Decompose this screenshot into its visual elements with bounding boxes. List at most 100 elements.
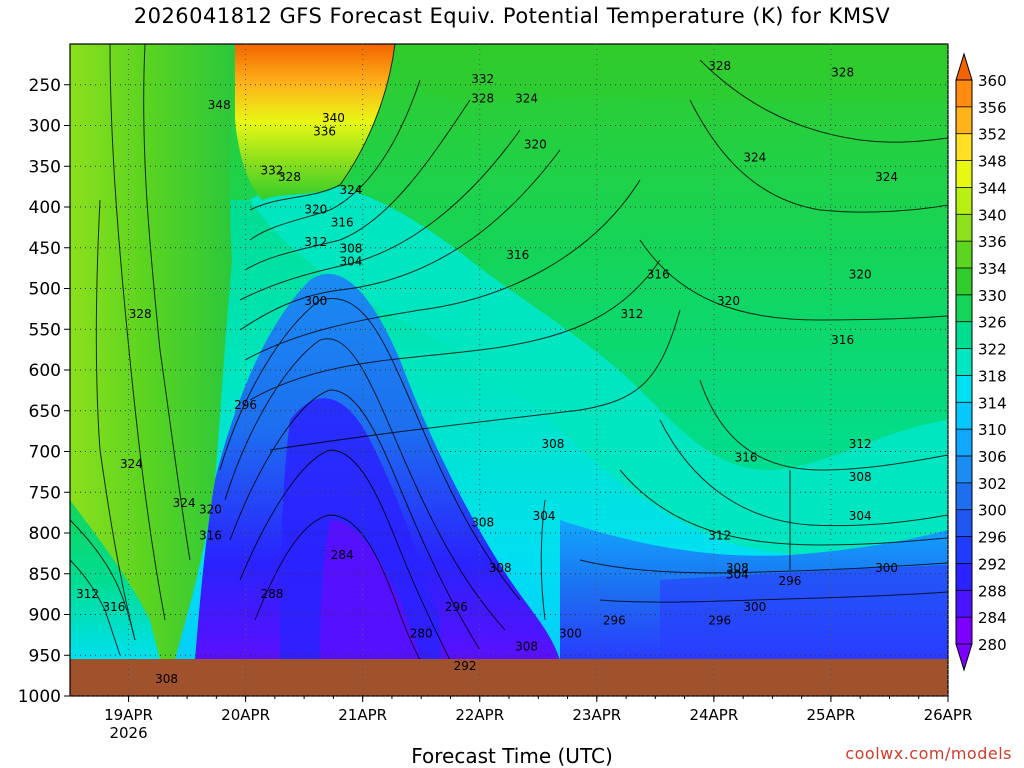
contour-label: 340 bbox=[322, 111, 345, 125]
y-tick-label: 900 bbox=[29, 606, 61, 626]
colorbar-tick-label: 284 bbox=[978, 609, 1007, 627]
colorbar-tick-label: 300 bbox=[978, 502, 1007, 520]
colorbar-swatch bbox=[956, 590, 972, 618]
x-tick-label: 20APR bbox=[221, 706, 270, 724]
contour-label: 312 bbox=[76, 587, 99, 601]
colorbar-tick-label: 340 bbox=[978, 206, 1007, 224]
colorbar: 280 284 288 292 296 300 302 306 310 314 318 322 326 3… bbox=[955, 52, 1007, 672]
y-tick-label: 650 bbox=[29, 402, 61, 422]
y-tick-label: 350 bbox=[29, 157, 61, 177]
colorbar-tick-label: 356 bbox=[978, 99, 1007, 117]
contour-label: 312 bbox=[304, 235, 327, 249]
contour-label: 312 bbox=[708, 529, 731, 543]
contour-label: 324 bbox=[515, 92, 538, 106]
contour-label: 336 bbox=[313, 124, 336, 138]
contour-label: 320 bbox=[524, 137, 547, 151]
contour-label: 324 bbox=[743, 150, 766, 164]
x-tick-label: 21APR bbox=[338, 706, 387, 724]
colorbar-swatch bbox=[956, 187, 972, 215]
colorbar-tick-label: 352 bbox=[978, 126, 1007, 144]
colorbar-tick-label: 336 bbox=[978, 233, 1007, 251]
contour-label: 324 bbox=[120, 457, 143, 471]
colorbar-swatch bbox=[956, 214, 972, 242]
contour-label: 308 bbox=[471, 515, 494, 529]
y-tick-label: 950 bbox=[29, 646, 61, 666]
x-tick-label: 26APR bbox=[924, 706, 973, 724]
contour-label: 292 bbox=[454, 659, 477, 673]
y-tick-label: 600 bbox=[29, 361, 61, 381]
contour-label: 316 bbox=[199, 529, 222, 543]
contour-label: 308 bbox=[849, 470, 872, 484]
contour-label: 308 bbox=[489, 561, 512, 575]
contour-label: 312 bbox=[620, 307, 643, 321]
colorbar-swatch bbox=[956, 348, 972, 376]
theta-e-field bbox=[70, 44, 948, 696]
contour-label: 320 bbox=[717, 294, 740, 308]
contour-label: 296 bbox=[708, 613, 731, 627]
colorbar-swatch bbox=[956, 563, 972, 591]
contour-label: 324 bbox=[173, 496, 196, 510]
colorbar-tick-label: 318 bbox=[978, 367, 1007, 385]
contour-label: 284 bbox=[331, 548, 354, 562]
colorbar-swatch bbox=[956, 456, 972, 483]
colorbar-swatch bbox=[956, 80, 972, 107]
contour-label: 328 bbox=[708, 59, 731, 73]
contour-label: 304 bbox=[340, 255, 363, 269]
contour-label: 332 bbox=[260, 163, 283, 177]
ground-surface bbox=[70, 659, 948, 696]
contour-label: 320 bbox=[849, 268, 872, 282]
colorbar-swatch bbox=[956, 536, 972, 564]
colorbar-tick-label: 330 bbox=[978, 287, 1007, 305]
y-tick-label: 550 bbox=[29, 320, 61, 340]
colorbar-tick-label: 360 bbox=[978, 72, 1007, 90]
contour-label: 328 bbox=[471, 92, 494, 106]
y-tick-label: 300 bbox=[29, 117, 61, 137]
grid-lines bbox=[70, 44, 949, 697]
y-tick-label: 250 bbox=[29, 76, 61, 96]
y-tick-label: 450 bbox=[29, 239, 61, 259]
contour-label: 280 bbox=[410, 626, 433, 640]
colorbar-swatch bbox=[956, 402, 972, 430]
colorbar-swatch bbox=[956, 509, 972, 537]
credit-link[interactable]: coolwx.com/models bbox=[845, 744, 1012, 763]
chart-title: 2026041812 GFS Forecast Equiv. Potential… bbox=[133, 4, 891, 28]
colorbar-tick-label: 302 bbox=[978, 475, 1007, 493]
contour-label: 308 bbox=[515, 639, 538, 653]
contour-label: 316 bbox=[506, 248, 529, 262]
colorbar-bottom-arrow bbox=[955, 643, 973, 672]
colorbar-swatch bbox=[956, 106, 972, 134]
contour-label: 308 bbox=[726, 561, 749, 575]
y-tick-label: 700 bbox=[29, 443, 61, 463]
contour-label: 300 bbox=[743, 600, 766, 614]
x-tick-label: 22APR bbox=[455, 706, 504, 724]
x-tick-label: 25APR bbox=[807, 706, 856, 724]
colorbar-swatch bbox=[956, 321, 972, 349]
contour-label: 308 bbox=[155, 672, 178, 686]
colorbar-tick-label: 326 bbox=[978, 314, 1007, 332]
x-tick-label: 24APR bbox=[689, 706, 738, 724]
colorbar-swatch bbox=[956, 617, 972, 644]
contour-label: 304 bbox=[533, 509, 556, 523]
colorbar-swatch bbox=[956, 268, 972, 295]
contour-label: 320 bbox=[304, 203, 327, 217]
y-tick-label: 500 bbox=[29, 280, 61, 300]
colorbar-swatch bbox=[956, 482, 972, 510]
colorbar-tick-label: 344 bbox=[978, 179, 1007, 197]
contour-label: 296 bbox=[445, 600, 468, 614]
y-tick-label: 1000 bbox=[18, 687, 61, 707]
x-tick-label: 19APR bbox=[104, 706, 153, 724]
contour-label: 316 bbox=[331, 216, 354, 230]
contour-label: 328 bbox=[278, 170, 301, 184]
y-tick-label: 850 bbox=[29, 565, 61, 585]
contour-label: 316 bbox=[735, 450, 758, 464]
colorbar-tick-label: 348 bbox=[978, 153, 1007, 171]
colorbar-tick-label: 296 bbox=[978, 529, 1007, 547]
y-tick-label: 400 bbox=[29, 198, 61, 218]
colorbar-tick-label: 310 bbox=[978, 421, 1007, 439]
contour-label: 308 bbox=[541, 437, 564, 451]
colorbar-tick-label: 288 bbox=[978, 582, 1007, 600]
x-tick-label: 23APR bbox=[572, 706, 621, 724]
contour-label: 316 bbox=[831, 333, 854, 347]
